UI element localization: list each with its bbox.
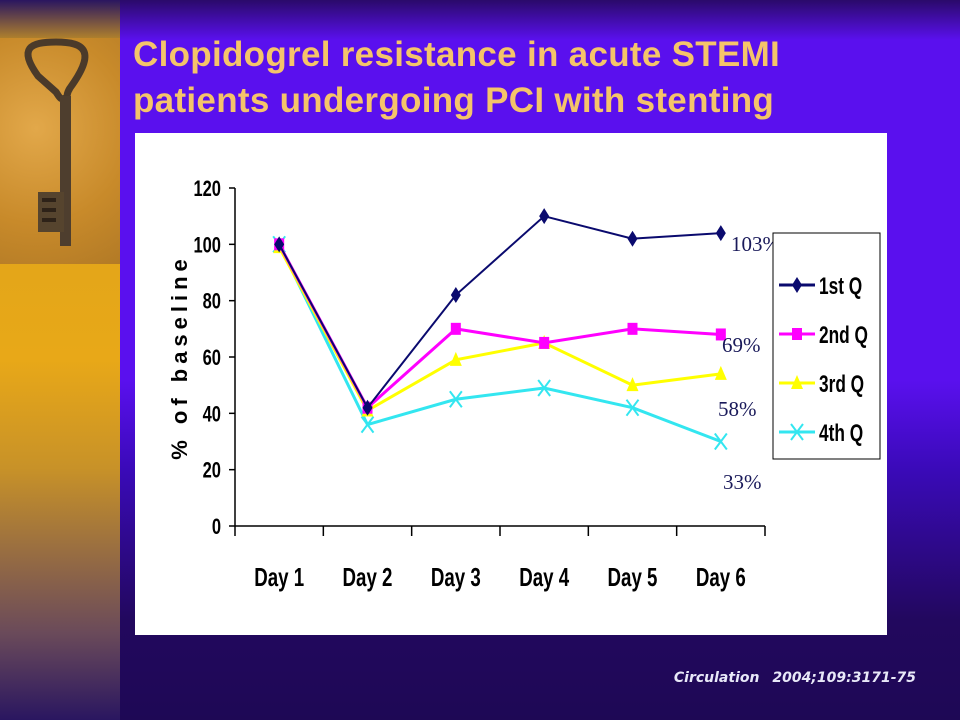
data-point-4th-q (714, 432, 728, 451)
data-point-2nd-q (627, 322, 638, 335)
data-point-2nd-q (450, 322, 461, 335)
title-line-2: patients undergoing PCI with stenting (133, 81, 775, 120)
x-tick-label: Day 5 (608, 562, 658, 592)
line-chart: 0 20 40 60 80 100 120 Day 1 Day 2 Day 3 Day 4 Day 5… (167, 177, 881, 592)
y-tick-label: 40 (203, 402, 222, 427)
y-tick-label: 0 (212, 515, 221, 540)
data-point-3rd-q (714, 365, 727, 380)
legend-label: 2nd Q (819, 322, 868, 348)
data-point-4th-q (360, 416, 375, 434)
data-point-4th-q (449, 390, 463, 408)
data-point-3rd-q (449, 351, 462, 366)
chart-panel: 0 20 40 60 80 100 120 Day 1 Day 2 Day 3 Day 4 Day 5… (135, 133, 887, 635)
annotation-label: 58% (718, 397, 757, 421)
y-tick-label: 100 (193, 233, 221, 258)
data-point-1st-q (539, 208, 550, 225)
x-tick-label: Day 4 (519, 562, 569, 592)
y-tick-label: 60 (203, 346, 222, 371)
x-tick-label: Day 2 (343, 562, 393, 592)
data-point-1st-q (450, 287, 461, 304)
legend-marker (791, 375, 803, 389)
y-tick-label: 120 (193, 177, 221, 202)
data-point-2nd-q (539, 336, 550, 349)
key-icon (24, 38, 89, 246)
data-point-4th-q (625, 399, 640, 417)
annotation-label: 103% (731, 232, 780, 256)
data-point-1st-q (362, 399, 373, 416)
legend-box (772, 232, 881, 460)
series-line-4th-q (277, 243, 722, 443)
legend-label: 1st Q (819, 273, 862, 299)
y-tick-label: 20 (203, 458, 222, 483)
annotation-label: 33% (723, 470, 762, 494)
series-line-1st-q (278, 215, 721, 410)
data-point-4th-q (537, 379, 551, 397)
title-line-1: Clopidogrel resistance in acute STEMI (133, 35, 781, 74)
x-tick-label: Day 1 (254, 562, 304, 592)
data-point-2nd-q (715, 328, 726, 341)
annotation-label: 69% (722, 333, 761, 357)
legend-marker (792, 277, 802, 293)
citation-reference: 2004;109:3171-75 (772, 670, 916, 686)
x-tick-label: Day 3 (431, 562, 481, 592)
data-point-3rd-q (626, 377, 639, 392)
legend-marker (792, 328, 802, 340)
legend-marker (790, 423, 804, 441)
legend-label: 4th Q (819, 420, 863, 446)
citation-journal: Circulation (673, 670, 760, 686)
citation: Circulation 2004;109:3171-75 (674, 670, 916, 686)
key-photo (0, 38, 120, 264)
data-point-1st-q (715, 225, 726, 242)
x-tick-label: Day 6 (696, 562, 746, 592)
slide-title: Clopidogrel resistance in acute STEMI pa… (133, 32, 933, 124)
y-tick-label: 80 (203, 289, 222, 314)
sidebar (0, 0, 120, 720)
legend-label: 3rd Q (819, 371, 864, 397)
data-point-1st-q (627, 230, 638, 247)
y-axis-label: % of baseline (167, 254, 192, 460)
data-point-1st-q (274, 236, 285, 253)
